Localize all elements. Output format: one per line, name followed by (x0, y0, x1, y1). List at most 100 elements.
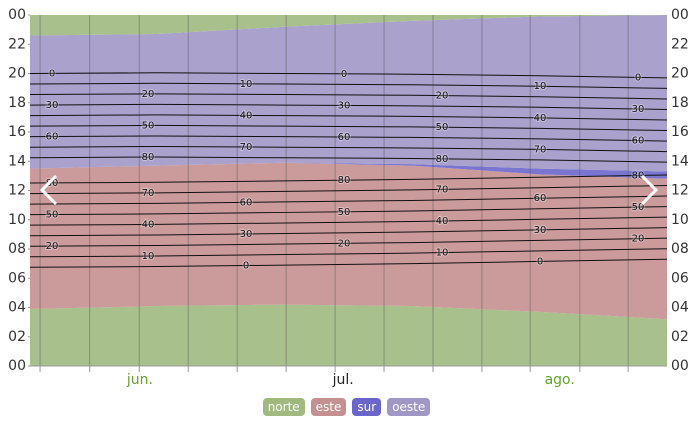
contour-label: 70 (142, 188, 155, 199)
x-tick-label: ago. (545, 372, 575, 388)
contour-label: 20 (436, 91, 449, 102)
band (30, 304, 667, 366)
legend-item[interactable]: este (310, 398, 347, 416)
y-tick-label: 10 (8, 212, 26, 228)
contour-label: 40 (142, 219, 155, 230)
y-tick-label-right: 18 (671, 95, 689, 111)
y-tick-label: 20 (8, 66, 26, 82)
y-tick-label-right: 08 (671, 241, 689, 257)
y-tick-label-right: 00 (671, 7, 689, 23)
contour-label: 60 (240, 197, 253, 208)
contour-line (29, 135, 668, 142)
contour-label: 70 (534, 144, 547, 155)
contour-line (29, 248, 668, 258)
y-tick-label: 22 (8, 36, 26, 52)
legend: norte este sur oeste (0, 398, 693, 416)
contour-line (29, 82, 668, 89)
contour-label: 0 (49, 68, 55, 79)
contour-label: 20 (632, 234, 645, 245)
bands (30, 15, 667, 366)
y-tick-label-right: 14 (671, 153, 689, 169)
band (30, 15, 667, 172)
y-tick-label-right: 16 (671, 124, 689, 140)
contour-label: 10 (436, 248, 449, 259)
contour-line (29, 216, 668, 226)
y-tick-label-right: 04 (671, 300, 689, 316)
y-tick-label: 00 (8, 7, 26, 23)
contour-line (29, 93, 668, 100)
contour-label: 60 (534, 193, 547, 204)
legend-item[interactable]: norte (262, 398, 305, 416)
y-tick-label-right: 10 (671, 212, 689, 228)
contour-label: 30 (632, 104, 645, 115)
contour-line (29, 103, 668, 110)
contour-label: 80 (142, 152, 155, 163)
y-tick-label: 12 (8, 183, 26, 199)
contour-label: 0 (341, 69, 347, 80)
contour-line (29, 206, 668, 216)
contour-label: 50 (338, 207, 351, 218)
y-tick-label: 04 (8, 300, 26, 316)
contour-line (29, 174, 668, 184)
y-tick-label: 16 (8, 124, 26, 140)
contour-line (29, 145, 668, 153)
contour-label: 80 (338, 175, 351, 186)
contour-label: 60 (338, 132, 351, 143)
contour-line (29, 72, 668, 79)
contour-label: 50 (142, 120, 155, 131)
contour-label: 60 (632, 136, 645, 147)
contour-label: 30 (240, 229, 253, 240)
contour-label: 70 (240, 142, 253, 153)
contours: 0 0 0 0 0 10 10 10 10 20 20 20 20 20 30 30 30 30 30 40 40 40 4… (29, 67, 668, 273)
contour-label: 30 (46, 100, 59, 111)
y-tick-label: 06 (8, 270, 26, 286)
contour-label: 10 (534, 81, 547, 92)
contour-label: 10 (142, 251, 155, 262)
contour-line (29, 227, 668, 237)
contour-label: 80 (436, 154, 449, 165)
contour-label: 80 (46, 178, 59, 189)
y-tick-label-right: 22 (671, 36, 689, 52)
contour-label: 80 (632, 170, 645, 181)
grid (39, 15, 629, 372)
contour-label: 0 (537, 256, 543, 267)
y-tick-label-right: 00 (671, 358, 689, 374)
contour-line (29, 156, 668, 163)
x-tick-label: jun. (126, 372, 153, 388)
legend-item[interactable]: oeste (387, 398, 431, 416)
contour-label: 0 (635, 72, 641, 83)
y-tick-label-right: 02 (671, 329, 689, 345)
contour-label: 60 (46, 132, 59, 143)
y-tick-label-right: 12 (671, 183, 689, 199)
y-tick-label: 02 (8, 329, 26, 345)
x-tick-label: jul. (332, 372, 354, 388)
contour-line (29, 114, 668, 121)
legend-item[interactable]: sur (352, 398, 382, 416)
contour-label: 40 (436, 216, 449, 227)
contour-line (29, 185, 668, 195)
contour-line (29, 237, 668, 247)
contour-label: 20 (46, 241, 59, 252)
contour-label: 20 (142, 89, 155, 100)
contour-line (29, 124, 668, 132)
contour-line (29, 195, 668, 205)
contour-label: 40 (240, 110, 253, 121)
contour-label: 10 (240, 79, 253, 90)
y-tick-label: 00 (8, 358, 26, 374)
contour-label: 30 (338, 100, 351, 111)
y-tick-label: 14 (8, 153, 26, 169)
contour-label: 50 (46, 210, 59, 221)
band (30, 162, 667, 179)
next-arrow[interactable] (640, 174, 659, 206)
contour-label: 20 (338, 238, 351, 249)
prev-arrow[interactable] (39, 174, 58, 206)
y-tick-label-right: 20 (671, 66, 689, 82)
contour-line (29, 258, 668, 268)
contour-label: 30 (534, 225, 547, 236)
y-tick-label: 18 (8, 95, 26, 111)
contour-label: 0 (243, 261, 249, 272)
band (30, 15, 667, 36)
